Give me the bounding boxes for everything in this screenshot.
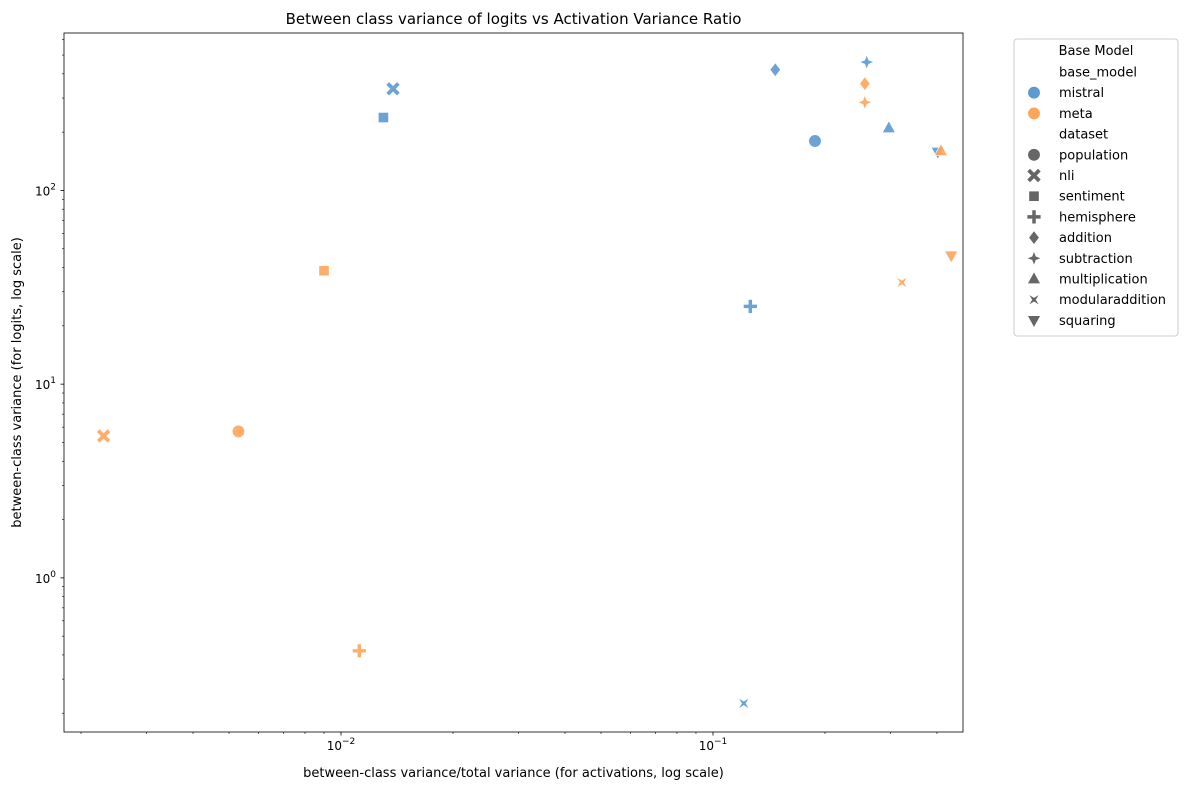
point-mistral-hemisphere (743, 299, 757, 314)
legend-label-meta: meta (1059, 107, 1093, 122)
legend-box (1013, 38, 1179, 337)
point-meta-sentiment (318, 265, 330, 277)
y-axis-label: between-class variance (for logits, log … (10, 237, 25, 528)
point-mistral-nli (386, 82, 400, 96)
legend-marker-addition (1028, 230, 1040, 246)
point-meta-addition (859, 76, 871, 92)
point-meta-subtraction (856, 94, 874, 111)
legend-label-mistral: mistral (1059, 86, 1104, 101)
plot-frame (63, 32, 964, 733)
point-meta-modularaddition (895, 276, 908, 289)
legend-marker-population (1027, 148, 1041, 162)
axis-ticks: 10−2 10−1 100 101 102 (35, 39, 938, 753)
legend-marker-meta (1027, 106, 1041, 121)
y-tick-label: 101 (35, 376, 56, 392)
point-meta-hemisphere (352, 644, 366, 658)
point-mistral-modularaddition (737, 697, 750, 710)
legend-label-addition: addition (1059, 231, 1112, 246)
legend-marker-nli (1027, 168, 1041, 183)
point-mistral-multiplication (881, 120, 897, 134)
legend-marker-mistral (1027, 86, 1041, 100)
legend-marker-modularaddition (1028, 293, 1040, 306)
y-tick-label: 100 (35, 570, 56, 586)
x-axis-label: between-class variance/total variance (f… (303, 766, 724, 781)
legend-label-sentiment: sentiment (1059, 190, 1125, 205)
legend-label-hemisphere: hemisphere (1059, 210, 1136, 225)
point-mistral-sentiment (377, 111, 389, 124)
legend-style-title: dataset (1059, 128, 1108, 143)
x-tick-label: 10−2 (327, 737, 356, 753)
legend-marker-subtraction (1025, 250, 1043, 267)
point-mistral-addition (769, 62, 782, 78)
legend-marker-multiplication (1026, 271, 1042, 285)
y-tick-label: 102 (35, 182, 56, 198)
legend-marker-squaring (1026, 315, 1042, 329)
legend-hue-title: base_model (1059, 66, 1137, 81)
point-meta-multiplication (933, 142, 949, 156)
chart-title: Between class variance of logits vs Acti… (286, 10, 742, 28)
legend-title: Base Model (1059, 44, 1134, 59)
legend-label-population: population (1059, 148, 1128, 163)
x-tick-label: 10−1 (699, 737, 728, 753)
legend-label-modularaddition: modularaddition (1059, 293, 1166, 308)
data-points (96, 53, 959, 710)
legend-label-subtraction: subtraction (1059, 252, 1133, 267)
legend-marker-sentiment (1028, 190, 1040, 202)
point-mistral-population (808, 134, 822, 148)
point-mistral-subtraction (858, 53, 875, 71)
legend-label-nli: nli (1059, 169, 1074, 184)
legend-label-squaring: squaring (1059, 314, 1116, 329)
point-meta-squaring (944, 250, 959, 264)
legend-label-multiplication: multiplication (1059, 273, 1148, 288)
point-meta-nli (96, 429, 111, 443)
legend-marker-hemisphere (1027, 210, 1041, 224)
point-meta-population (231, 424, 246, 439)
